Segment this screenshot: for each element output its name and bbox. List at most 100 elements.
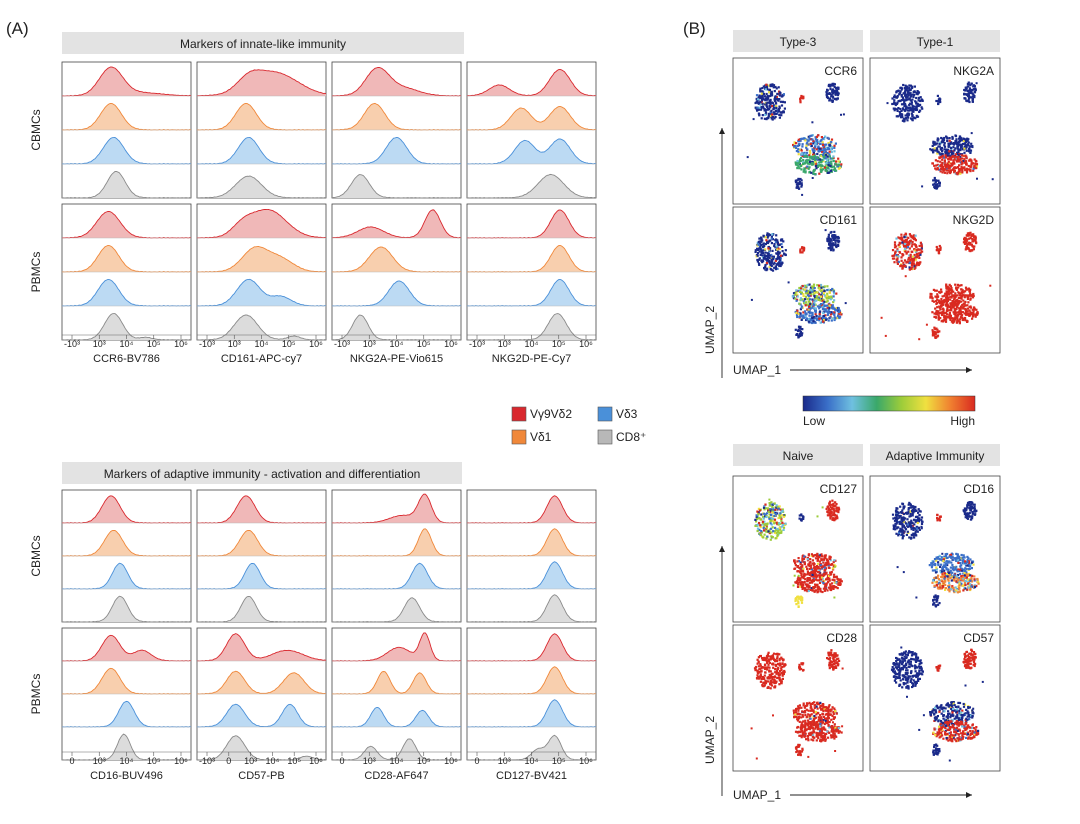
umap-point [968,515,971,518]
umap-point [951,317,954,320]
umap-point [768,265,771,269]
umap-point [945,566,948,570]
umap-point [830,570,833,574]
umap-point [939,246,942,249]
umap-point [912,505,915,508]
umap-point [781,524,785,527]
umap-point [767,114,770,118]
umap-point [956,173,959,176]
umap-point [813,316,816,319]
umap-point [973,88,976,91]
umap-point [894,528,897,531]
umap-point [762,257,766,260]
umap-point [903,512,906,516]
umap-point [794,163,798,166]
umap-point [958,318,961,321]
umap-point [973,578,976,581]
umap-point [764,109,767,112]
umap-point [765,257,768,260]
umap-point [946,574,949,577]
umap-point [936,293,939,296]
umap-point [814,575,817,578]
umap-point [824,155,827,158]
umap-point [960,569,963,572]
umap-point [768,254,771,257]
umap-outlier [904,275,907,278]
umap-point [758,263,761,266]
umap-point [956,553,959,556]
umap-point [964,144,967,147]
umap-point [763,95,766,98]
hist-fill-cd8 [467,594,596,622]
umap-point [913,523,916,526]
umap-point [947,145,950,148]
umap-point [962,559,965,562]
umap-point [810,134,813,137]
umap-point [832,505,835,508]
umap-point [905,261,908,264]
umap-point [903,120,906,123]
umap-point [766,108,769,111]
umap-point [896,257,899,260]
umap-point [893,246,897,249]
umap-point [763,107,766,111]
umap-point [906,109,909,112]
umap-point [909,526,913,529]
umap-point [833,573,836,576]
umap-point [938,182,941,185]
umap-point [809,302,812,306]
umap-point [964,316,967,320]
umap-point [961,556,964,559]
umap-outlier [833,596,836,599]
umap-point [800,168,803,171]
umap-header-naive: Naive [783,449,814,463]
umap-point [901,241,904,244]
umap-point [816,295,819,298]
hist-fill-cd8 [197,596,326,622]
umap-point [833,559,836,562]
umap-point [780,111,783,114]
umap-point [767,245,771,249]
umap-point [964,574,967,577]
umap-point [914,519,917,522]
umap-point [940,288,943,291]
umap-point [831,287,834,291]
umap-point [825,571,828,574]
umap-point [937,582,940,585]
umap-point [963,312,966,315]
umap-point [760,518,763,521]
umap-point [799,577,802,580]
umap-point [836,86,839,89]
umap-point [809,156,812,159]
umap-point [892,254,896,257]
umap-point [967,287,970,290]
umap-point [824,157,827,160]
umap-point [816,138,819,142]
umap-point [796,185,799,188]
umap-point [974,89,977,92]
umap-point [903,259,907,262]
umap-point [801,154,804,158]
umap-point [769,675,772,678]
umap-point [896,517,899,520]
umap-point [766,512,769,515]
umap-point [969,311,972,314]
hist-fill-vd1 [62,668,191,694]
umap-point [909,84,912,87]
umap-point [835,586,838,589]
umap-point [796,164,799,167]
umap-point [825,94,828,97]
umap-point [809,307,812,310]
axis-tick-label: 10⁵ [552,339,566,349]
umap-point [937,556,940,559]
umap-point [806,570,809,573]
umap-point [952,566,955,569]
umap-point [818,293,821,296]
umap-point [898,93,901,96]
umap-point [970,505,973,508]
umap-point [933,147,936,150]
umap-point [759,253,762,256]
umap-outlier [764,251,767,254]
umap-point [967,301,970,304]
umap-point [778,110,781,113]
